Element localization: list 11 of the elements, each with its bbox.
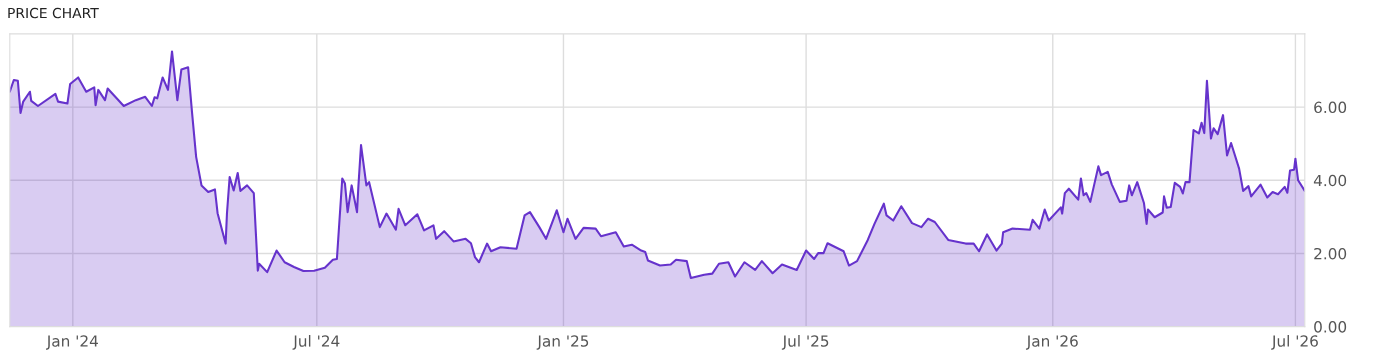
y-tick-label: 6.00 (1314, 101, 1347, 114)
y-tick-label: 0.00 (1314, 321, 1347, 333)
x-tick-label: Jul '25 (781, 334, 829, 350)
x-tick-label: Jan '26 (1025, 335, 1078, 350)
x-tick-label: Jul '26 (1271, 334, 1318, 350)
x-tick-label: Jan '25 (536, 335, 589, 350)
x-tick-label: Jul '24 (292, 334, 340, 350)
chart-title: PRICE CHART (8, 7, 99, 19)
x-tick-label: Jan '24 (45, 335, 98, 350)
y-tick-label: 2.00 (1314, 247, 1347, 260)
y-tick-label: 4.00 (1313, 174, 1347, 187)
